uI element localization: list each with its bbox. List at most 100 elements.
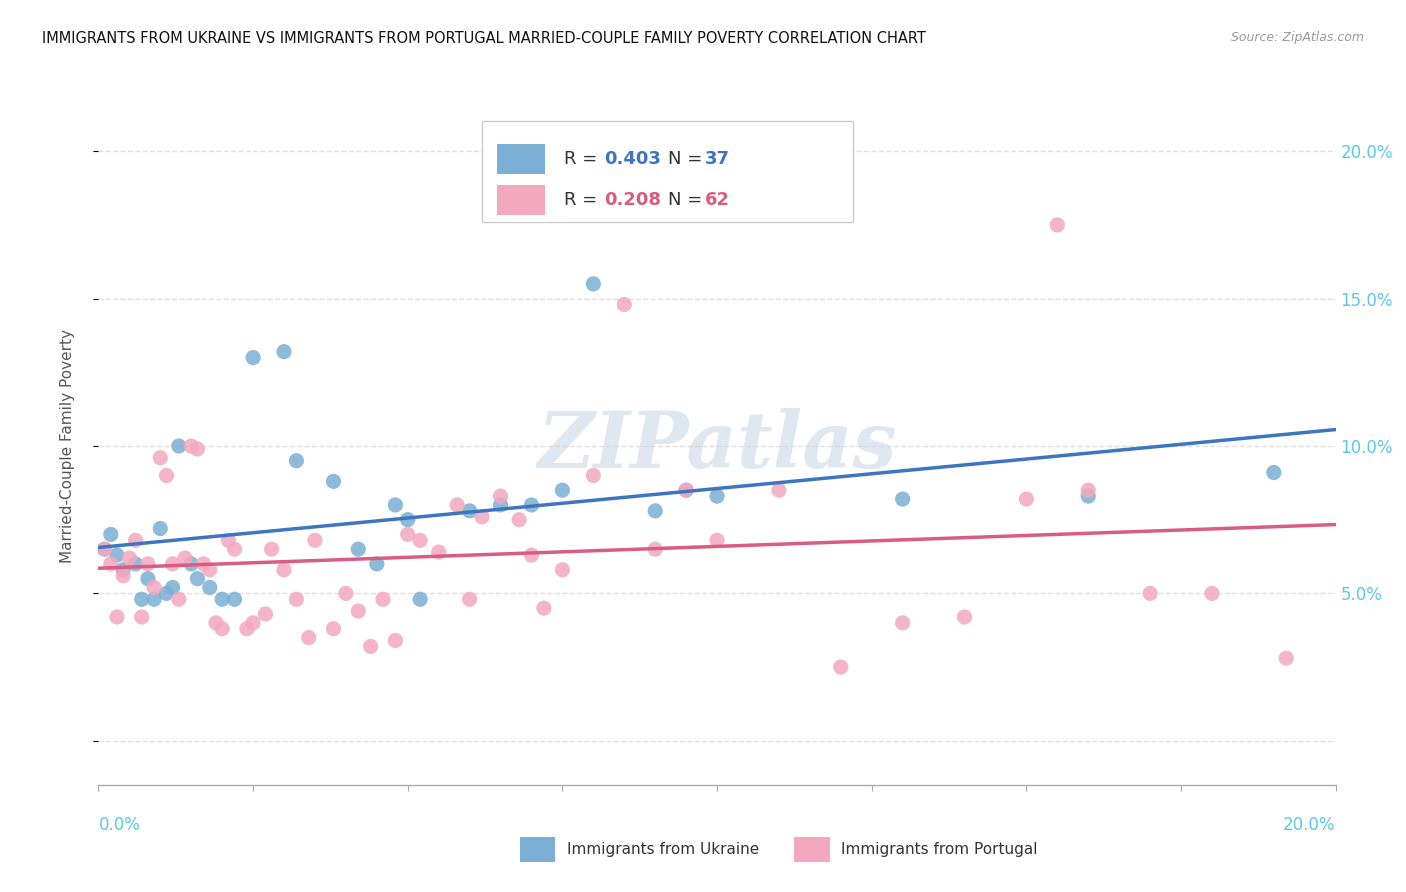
Point	[644, 542, 666, 557]
Point	[644, 504, 666, 518]
Point	[242, 351, 264, 365]
Point	[124, 557, 146, 571]
Point	[891, 615, 914, 630]
Point	[396, 513, 419, 527]
Point	[217, 533, 239, 548]
Point	[508, 513, 530, 527]
Point	[384, 633, 406, 648]
Point	[273, 344, 295, 359]
Point	[1263, 466, 1285, 480]
Point	[409, 533, 432, 548]
Text: N =: N =	[668, 191, 707, 209]
Point	[162, 557, 184, 571]
Point	[198, 563, 221, 577]
Point	[582, 468, 605, 483]
Text: 0.0%: 0.0%	[98, 816, 141, 834]
Point	[174, 551, 197, 566]
Y-axis label: Married-Couple Family Poverty: Married-Couple Family Poverty	[60, 329, 75, 563]
Point	[105, 610, 128, 624]
Point	[360, 640, 382, 654]
Point	[1201, 586, 1223, 600]
Point	[520, 548, 543, 562]
Point	[100, 557, 122, 571]
Point	[224, 542, 246, 557]
Point	[118, 551, 141, 566]
Point	[124, 533, 146, 548]
Text: Immigrants from Portugal: Immigrants from Portugal	[841, 842, 1038, 856]
Point	[180, 557, 202, 571]
Text: N =: N =	[668, 150, 707, 169]
Point	[143, 581, 166, 595]
Point	[335, 586, 357, 600]
Point	[112, 568, 135, 582]
Point	[242, 615, 264, 630]
Point	[285, 592, 308, 607]
Point	[167, 592, 190, 607]
Point	[384, 498, 406, 512]
Point	[675, 483, 697, 498]
Point	[273, 563, 295, 577]
Point	[446, 498, 468, 512]
Point	[93, 542, 115, 557]
Point	[236, 622, 259, 636]
Point	[675, 483, 697, 498]
Point	[458, 504, 481, 518]
Point	[304, 533, 326, 548]
Point	[706, 489, 728, 503]
Point	[953, 610, 976, 624]
Point	[298, 631, 321, 645]
Point	[830, 660, 852, 674]
Point	[285, 454, 308, 468]
Point	[131, 610, 153, 624]
Point	[211, 592, 233, 607]
Point	[186, 442, 208, 456]
Point	[891, 491, 914, 506]
Point	[155, 468, 177, 483]
Text: 62: 62	[704, 191, 730, 209]
Point	[1077, 489, 1099, 503]
Text: R =: R =	[564, 150, 603, 169]
Point	[1015, 491, 1038, 506]
Point	[471, 509, 494, 524]
Point	[768, 483, 790, 498]
Text: 0.208: 0.208	[605, 191, 661, 209]
Point	[409, 592, 432, 607]
Text: Source: ZipAtlas.com: Source: ZipAtlas.com	[1230, 31, 1364, 45]
Point	[1139, 586, 1161, 600]
Point	[489, 498, 512, 512]
Point	[105, 548, 128, 562]
Point	[136, 557, 159, 571]
Point	[155, 586, 177, 600]
Point	[613, 297, 636, 311]
Point	[347, 604, 370, 618]
Point	[100, 527, 122, 541]
Point	[211, 622, 233, 636]
Point	[520, 498, 543, 512]
Point	[396, 527, 419, 541]
Point	[366, 557, 388, 571]
Text: R =: R =	[564, 191, 603, 209]
Point	[131, 592, 153, 607]
Point	[186, 572, 208, 586]
Point	[1275, 651, 1298, 665]
Point	[551, 483, 574, 498]
Point	[489, 489, 512, 503]
Point	[1077, 483, 1099, 498]
Point	[322, 622, 344, 636]
Point	[371, 592, 394, 607]
Point	[143, 592, 166, 607]
Text: Immigrants from Ukraine: Immigrants from Ukraine	[567, 842, 759, 856]
Point	[347, 542, 370, 557]
Point	[112, 563, 135, 577]
Point	[427, 545, 450, 559]
Point	[1046, 218, 1069, 232]
Point	[149, 450, 172, 465]
Point	[224, 592, 246, 607]
Point	[167, 439, 190, 453]
Text: IMMIGRANTS FROM UKRAINE VS IMMIGRANTS FROM PORTUGAL MARRIED-COUPLE FAMILY POVERT: IMMIGRANTS FROM UKRAINE VS IMMIGRANTS FR…	[42, 31, 927, 46]
Point	[260, 542, 283, 557]
Point	[706, 533, 728, 548]
Point	[193, 557, 215, 571]
Point	[551, 563, 574, 577]
Point	[533, 601, 555, 615]
